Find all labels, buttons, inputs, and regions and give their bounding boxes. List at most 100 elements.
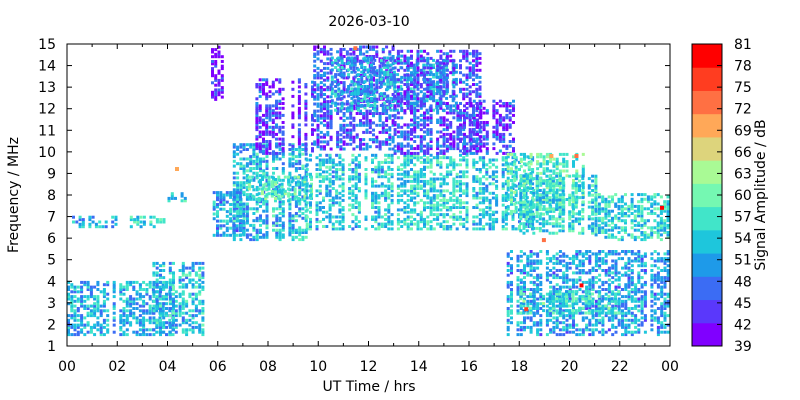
signal-cell bbox=[390, 189, 394, 193]
signal-cell bbox=[436, 130, 440, 134]
signal-cell bbox=[482, 142, 486, 146]
signal-cell bbox=[380, 160, 384, 164]
signal-cell bbox=[278, 202, 282, 206]
signal-cell bbox=[341, 189, 345, 193]
signal-cell bbox=[310, 182, 313, 186]
signal-cell bbox=[132, 307, 136, 310]
signal-cell bbox=[403, 54, 407, 58]
signal-cell bbox=[396, 177, 400, 181]
signal-cell bbox=[429, 106, 433, 110]
signal-cell bbox=[211, 90, 214, 94]
signal-cell bbox=[356, 89, 360, 93]
signal-cell bbox=[510, 200, 513, 204]
signal-cell bbox=[410, 111, 413, 115]
signal-cell bbox=[165, 283, 168, 287]
signal-cell bbox=[339, 50, 343, 54]
signal-cell bbox=[351, 177, 355, 181]
signal-cell bbox=[406, 225, 410, 228]
signal-cell bbox=[419, 140, 423, 143]
signal-cell bbox=[216, 229, 219, 233]
signal-cell bbox=[429, 187, 433, 190]
signal-cell bbox=[119, 316, 123, 320]
signal-cell bbox=[168, 323, 172, 327]
signal-cell bbox=[168, 314, 172, 318]
signal-cell bbox=[181, 311, 185, 315]
signal-cell bbox=[445, 149, 449, 153]
signal-cell bbox=[67, 330, 70, 334]
signal-cell bbox=[390, 198, 394, 202]
signal-cell bbox=[488, 222, 492, 226]
signal-cell bbox=[268, 111, 272, 115]
signal-cell bbox=[377, 222, 381, 226]
signal-cell bbox=[293, 175, 297, 179]
signal-cell bbox=[262, 157, 266, 161]
signal-cell bbox=[122, 323, 126, 327]
signal-cell bbox=[216, 203, 219, 206]
signal-cell bbox=[413, 68, 417, 72]
signal-cell bbox=[449, 123, 453, 127]
signal-cell bbox=[432, 206, 436, 209]
signal-cell bbox=[406, 227, 410, 231]
signal-cell bbox=[387, 172, 391, 176]
signal-cell bbox=[508, 102, 512, 105]
signal-cell bbox=[342, 123, 346, 127]
signal-cell bbox=[425, 63, 429, 67]
signal-cell bbox=[505, 123, 509, 127]
signal-cell bbox=[262, 171, 266, 175]
signal-cell bbox=[390, 227, 394, 231]
signal-cell bbox=[265, 106, 269, 110]
signal-cell bbox=[439, 194, 443, 198]
signal-cell bbox=[472, 113, 476, 117]
signal-cell bbox=[368, 123, 372, 127]
signal-cell bbox=[519, 157, 523, 161]
signal-cell bbox=[350, 106, 354, 110]
signal-cell bbox=[545, 179, 549, 183]
signal-cell bbox=[222, 231, 226, 235]
signal-cell bbox=[413, 175, 417, 179]
signal-cell bbox=[415, 85, 419, 88]
signal-cell bbox=[386, 82, 390, 86]
signal-cell bbox=[96, 309, 100, 313]
signal-cell bbox=[463, 116, 466, 120]
signal-cell bbox=[198, 323, 202, 327]
signal-cell bbox=[349, 130, 353, 134]
signal-cell bbox=[362, 121, 366, 125]
signal-cell bbox=[452, 191, 456, 195]
signal-cell bbox=[482, 111, 486, 115]
signal-cell bbox=[172, 273, 175, 277]
signal-cell bbox=[232, 193, 236, 197]
signal-cell bbox=[138, 328, 142, 332]
signal-cell bbox=[532, 217, 536, 221]
signal-cell bbox=[403, 158, 407, 162]
signal-cell bbox=[459, 125, 462, 129]
signal-cell bbox=[519, 176, 523, 180]
signal-cell bbox=[265, 109, 269, 113]
signal-cell bbox=[96, 323, 100, 327]
signal-cell bbox=[356, 106, 360, 110]
signal-cell bbox=[356, 101, 360, 105]
signal-cell bbox=[93, 297, 97, 301]
signal-cell bbox=[304, 147, 308, 151]
signal-cell bbox=[519, 189, 523, 192]
signal-cell bbox=[354, 225, 358, 228]
signal-cell bbox=[172, 285, 175, 289]
signal-cell bbox=[255, 231, 259, 234]
signal-cell bbox=[281, 178, 285, 182]
signal-cell bbox=[247, 185, 251, 189]
signal-cell bbox=[396, 217, 400, 221]
signal-cell bbox=[475, 54, 479, 58]
signal-cell bbox=[429, 130, 433, 134]
signal-cell bbox=[400, 182, 404, 186]
signal-cell bbox=[410, 179, 413, 183]
signal-cell bbox=[393, 66, 397, 70]
signal-cell bbox=[288, 223, 292, 227]
signal-cell bbox=[485, 222, 489, 226]
signal-cell bbox=[386, 99, 390, 103]
signal-cell bbox=[297, 80, 301, 84]
signal-cell bbox=[442, 196, 446, 200]
signal-cell bbox=[400, 66, 404, 70]
signal-cell bbox=[575, 171, 579, 175]
signal-cell bbox=[337, 63, 341, 67]
signal-cell bbox=[542, 200, 546, 204]
signal-cell bbox=[364, 215, 368, 219]
